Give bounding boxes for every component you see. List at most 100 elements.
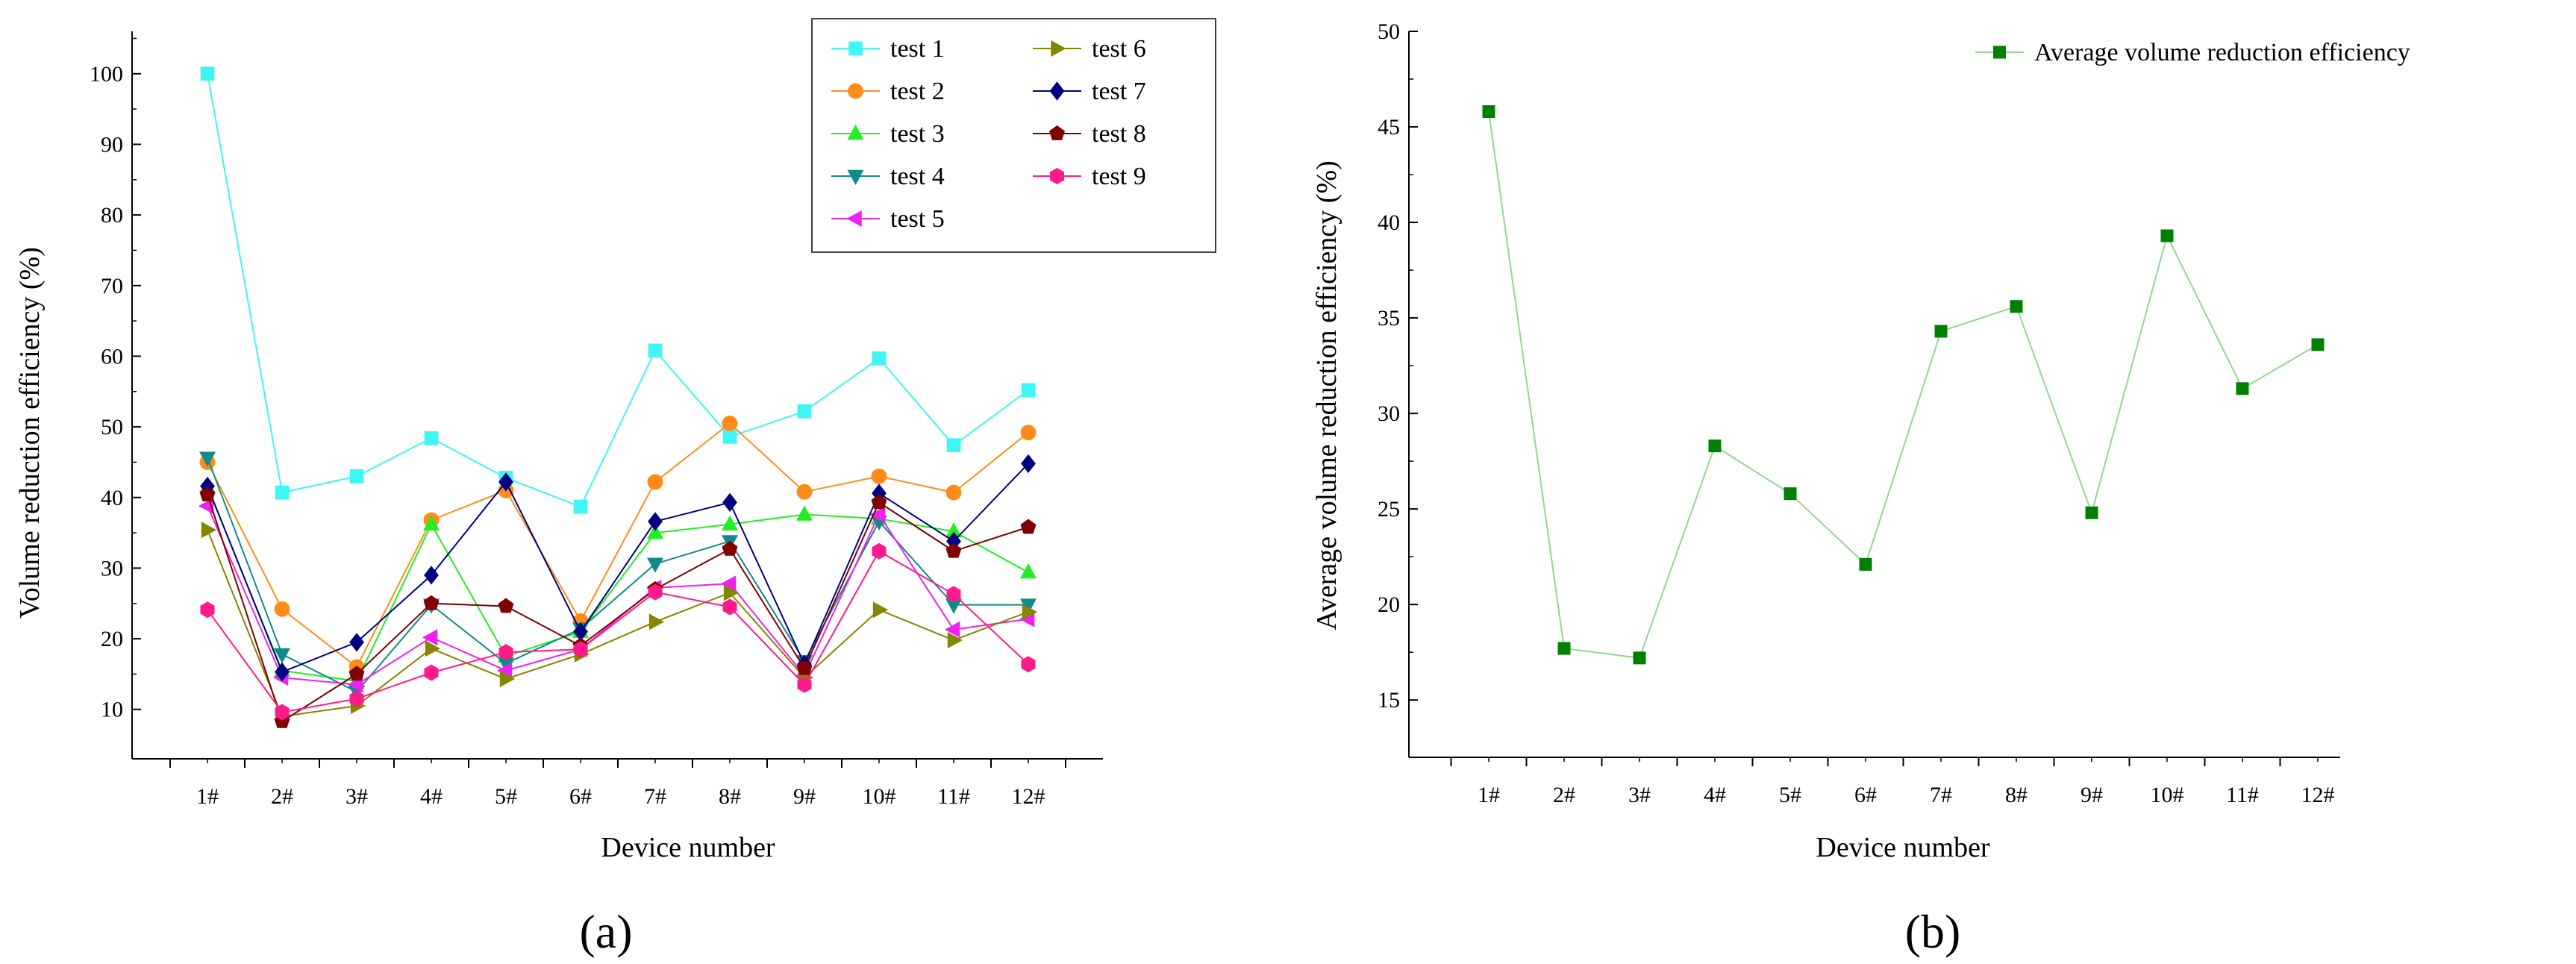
chart-b-point-average-volume-reduction-efficiency — [2160, 229, 2174, 242]
chart-a-y-tick-label: 30 — [101, 556, 123, 580]
chart-a-x-axis-label: Device number — [601, 832, 775, 863]
chart-b-point-average-volume-reduction-efficiency — [2311, 338, 2325, 351]
chart-a-axes: 10 20 30 40 50 60 70 80 90 100 1# 2# 3# 4# 5# 6# 7# 8# 9# 1… — [90, 31, 1103, 809]
chart-a-point-test-2 — [796, 483, 813, 500]
chart-b-series-line-average-volume-reduction-efficiency — [1488, 111, 2319, 659]
chart-b-series-average-volume-reduction-efficiency — [1482, 105, 2325, 665]
chart-a-legend-label: test 6 — [1092, 35, 1146, 63]
chart-a-point-test-1 — [872, 351, 887, 366]
chart-b-point-average-volume-reduction-efficiency — [1859, 557, 1872, 571]
chart-a-point-test-3 — [1020, 563, 1037, 579]
chart-a-point-test-9 — [648, 583, 663, 601]
chart-a-point-test-6 — [947, 632, 963, 648]
chart-a-point-test-9 — [573, 641, 588, 658]
chart-b-point-average-volume-reduction-efficiency — [1482, 105, 1495, 119]
chart-a-point-test-2 — [647, 474, 663, 490]
chart-a-series-test-1 — [200, 66, 1036, 514]
chart-a-y-tick-label: 10 — [101, 698, 123, 722]
chart-a-point-test-1 — [797, 404, 812, 419]
chart-a-point-test-4 — [1020, 598, 1037, 614]
chart-a-legend-label: test 4 — [890, 163, 945, 190]
chart-a-point-test-1 — [648, 343, 663, 358]
chart-a-legend-label: test 8 — [1092, 120, 1146, 148]
chart-a-point-test-5 — [944, 621, 960, 638]
chart-a-legend-marker — [848, 83, 863, 99]
chart-b-y-tick-label: 15 — [1378, 688, 1400, 713]
chart-a-y-tick-label: 40 — [101, 486, 123, 510]
chart-a-point-test-9 — [498, 644, 513, 661]
chart-a-point-test-6 — [201, 522, 217, 539]
chart-a-legend-item: test 2 — [831, 78, 945, 105]
chart-a-series-line-test-2 — [207, 422, 1029, 669]
chart-a-point-test-1 — [722, 429, 737, 444]
chart-a-point-test-8 — [348, 666, 365, 681]
chart-a-point-test-6 — [425, 640, 441, 657]
chart-a-series-line-test-3 — [207, 486, 1029, 682]
chart-a-point-test-8 — [722, 540, 738, 556]
chart-a-point-test-3 — [796, 505, 813, 521]
chart-b-x-tick-label: 9# — [2081, 783, 2103, 807]
chart-b-point-average-volume-reduction-efficiency — [1783, 487, 1797, 501]
chart-a-point-test-4 — [199, 451, 216, 467]
chart-b-point-average-volume-reduction-efficiency — [1557, 642, 1571, 655]
chart-a-point-test-8 — [423, 595, 440, 610]
chart-a-point-test-9 — [872, 542, 887, 560]
chart-a-series-test-2 — [199, 415, 1037, 675]
chart-a-legend-label: test 9 — [1092, 163, 1146, 190]
chart-a-x-tick-label: 10# — [863, 784, 896, 809]
chart-a-x-tick-label: 2# — [271, 784, 293, 809]
chart-a-point-test-8 — [871, 494, 887, 510]
chart-b-y-tick-label: 40 — [1378, 210, 1400, 235]
chart-b-legend-label: Average volume reduction efficiency — [2034, 39, 2410, 66]
chart-a-point-test-7 — [424, 566, 439, 585]
chart-b-x-tick-label: 3# — [1628, 783, 1651, 807]
chart-a-series-line-test-4 — [207, 457, 1028, 693]
chart-a-series-test-9 — [200, 542, 1036, 721]
chart-a-point-test-4 — [498, 657, 514, 673]
chart-a-point-test-5 — [496, 662, 513, 679]
chart-b-y-tick-label: 25 — [1378, 497, 1400, 522]
chart-b-point-average-volume-reduction-efficiency — [2010, 300, 2023, 313]
chart-a-point-test-8 — [199, 486, 216, 501]
chart-a-x-tick-label: 6# — [569, 784, 592, 809]
chart-a-point-test-7 — [349, 633, 364, 652]
chart-a-point-test-2 — [1020, 425, 1037, 441]
chart-a-legend-marker — [848, 41, 863, 56]
chart-a-legend-marker — [1049, 125, 1065, 140]
chart-a-point-test-1 — [424, 431, 439, 445]
chart-a-series-line-test-6 — [207, 529, 1029, 718]
chart-a-series-test-8 — [199, 486, 1037, 728]
chart-a-legend-item: test 1 — [831, 35, 945, 63]
chart-b-point-average-volume-reduction-efficiency — [1934, 325, 1948, 338]
chart-b-y-axis-label: Average volume reduction efficiency (%) — [1311, 160, 1342, 630]
chart-a-point-test-7 — [275, 662, 290, 682]
chart-b-average-volume-reduction-efficiency: 15 20 25 30 35 40 45 50 1# 2# 3# 4# 5# 6# 7# 8# 9# 10# 11#… — [1311, 19, 2410, 958]
chart-a-series-test-7 — [200, 454, 1036, 682]
chart-a-y-tick-label: 50 — [101, 415, 123, 439]
chart-a-point-test-3 — [945, 522, 962, 538]
chart-a-point-test-2 — [945, 484, 962, 501]
chart-b-x-tick-label: 8# — [2005, 783, 2028, 807]
chart-a-legend-item: test 3 — [831, 120, 945, 148]
chart-a-series-test-5 — [198, 498, 1035, 693]
chart-a-legend-label: test 2 — [890, 78, 945, 105]
chart-a-point-test-1 — [200, 66, 215, 81]
chart-a-point-test-4 — [274, 648, 290, 663]
chart-a-legend-marker — [1049, 81, 1065, 101]
chart-a-x-tick-label: 4# — [420, 784, 443, 809]
chart-a-series-test-3 — [199, 478, 1037, 688]
chart-a-point-test-6 — [872, 601, 889, 619]
chart-b-x-tick-label: 4# — [1704, 783, 1726, 807]
chart-b-x-tick-label: 7# — [1930, 783, 1952, 807]
chart-a-point-test-5 — [720, 575, 737, 592]
chart-a-point-test-9 — [946, 586, 961, 603]
chart-a-x-tick-label: 5# — [495, 784, 517, 809]
chart-b-series-layer — [1482, 105, 2325, 665]
chart-a-point-test-9 — [424, 664, 439, 681]
chart-a-x-tick-label: 9# — [793, 784, 816, 809]
chart-a-point-test-4 — [945, 598, 962, 614]
chart-a-x-tick-label: 3# — [346, 784, 368, 809]
chart-a-point-test-2 — [871, 468, 887, 484]
chart-a-point-test-9 — [1021, 656, 1036, 673]
chart-b-x-tick-label: 5# — [1779, 783, 1801, 807]
